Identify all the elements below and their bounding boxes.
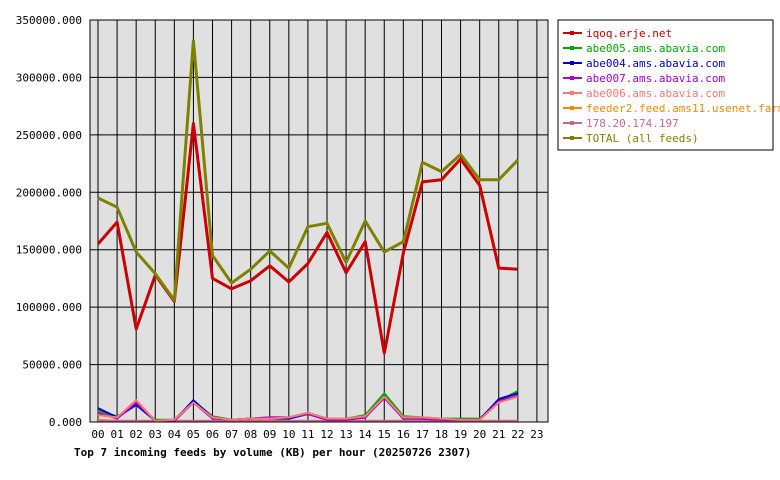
x-tick-label: 03 [149, 428, 162, 441]
series-line [97, 39, 519, 302]
x-tick-label: 17 [416, 428, 429, 441]
x-tick-label: 00 [91, 428, 104, 441]
legend-marker [570, 91, 574, 95]
x-tick-label: 20 [473, 428, 486, 441]
legend-label: abe005.ams.abavia.com [586, 42, 725, 55]
y-tick-label: 300000.000 [16, 71, 82, 84]
legend-label: abe004.ams.abavia.com [586, 57, 725, 70]
y-axis-ticks: 0.000 50000.000 100000.000 150000.000 200000… [16, 14, 82, 429]
plot-background [90, 20, 548, 422]
legend-marker [570, 136, 574, 140]
legend-label: abe006.ams.abavia.com [586, 87, 725, 100]
x-tick-label: 18 [435, 428, 448, 441]
x-tick-label: 09 [263, 428, 276, 441]
x-tick-label: 14 [359, 428, 373, 441]
chart-title: Top 7 incoming feeds by volume (KB) per … [74, 446, 471, 459]
x-tick-label: 21 [492, 428, 505, 441]
x-tick-label: 11 [301, 428, 314, 441]
x-tick-label: 06 [206, 428, 219, 441]
x-tick-label: 13 [339, 428, 352, 441]
y-tick-label: 350000.000 [16, 14, 82, 27]
legend-label: feeder2.feed.ams11.usenet.farm [586, 102, 780, 115]
y-tick-label: 150000.000 [16, 244, 82, 257]
x-tick-label: 12 [320, 428, 333, 441]
x-tick-label: 02 [130, 428, 143, 441]
x-tick-label: 16 [397, 428, 410, 441]
x-axis-ticks: 00 01 02 03 04 05 06 07 08 09 10 11 12 13 14 15 16 17 18 19… [91, 428, 543, 441]
x-tick-label: 05 [187, 428, 200, 441]
x-tick-label: 19 [454, 428, 467, 441]
series-lines [96, 39, 519, 422]
legend-marker [570, 121, 574, 125]
y-tick-label: 200000.000 [16, 186, 82, 199]
legend-label: abe007.ams.abavia.com [586, 72, 725, 85]
y-tick-label: 50000.000 [22, 359, 82, 372]
legend-box [557, 19, 774, 151]
x-tick-label: 08 [244, 428, 257, 441]
x-tick-label: 01 [110, 428, 123, 441]
legend-label: TOTAL (all feeds) [586, 132, 699, 145]
legend-marker [570, 61, 574, 65]
x-tick-label: 10 [282, 428, 295, 441]
legend-marker [570, 31, 574, 35]
legend-marker [570, 76, 574, 80]
x-tick-label: 22 [511, 428, 524, 441]
legend-marker [570, 106, 574, 110]
legend: iqoq.erje.net abe005.ams.abavia.com abe004… [563, 27, 780, 145]
legend-marker [570, 46, 574, 50]
x-tick-label: 23 [530, 428, 543, 441]
y-tick-label: 0.000 [49, 416, 82, 429]
legend-label: iqoq.erje.net [586, 27, 672, 40]
x-tick-label: 04 [168, 428, 182, 441]
plot-border [89, 19, 549, 423]
series-line [97, 395, 519, 422]
x-tick-label: 07 [225, 428, 238, 441]
legend-label: 178.20.174.197 [586, 117, 679, 130]
y-tick-label: 250000.000 [16, 129, 82, 142]
y-tick-label: 100000.000 [16, 301, 82, 314]
x-tick-label: 15 [378, 428, 391, 441]
